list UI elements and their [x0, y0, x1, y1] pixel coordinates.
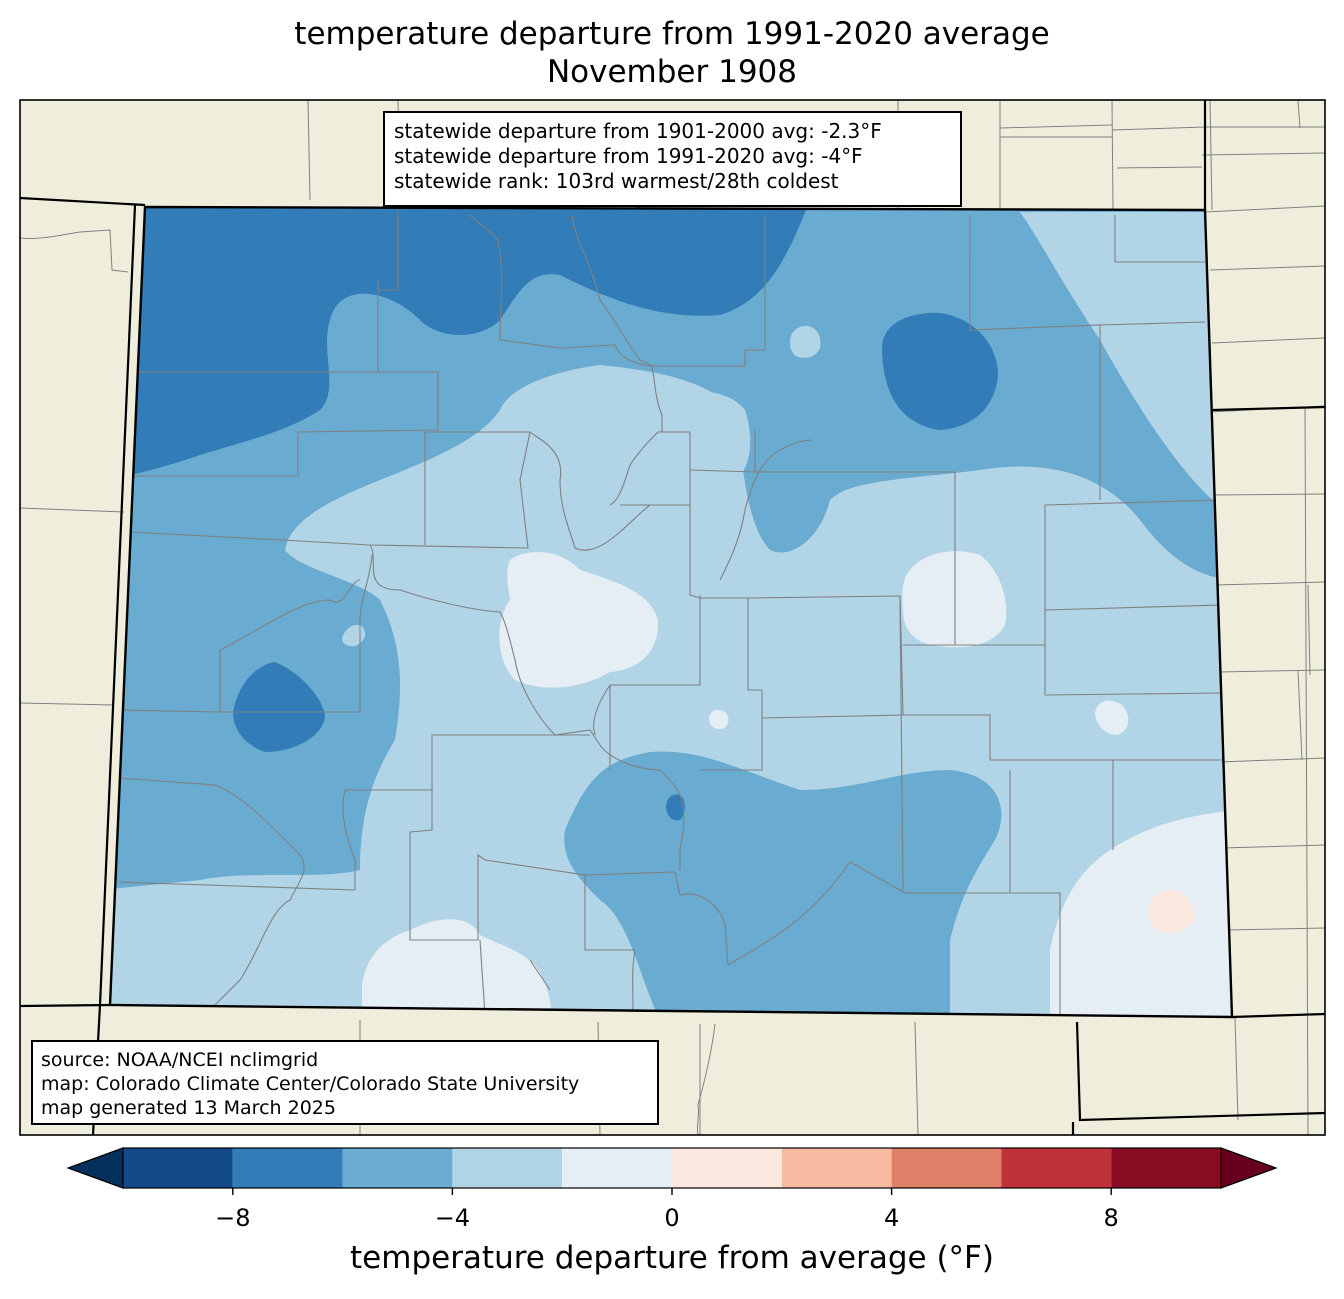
map-credit-line: map: Colorado Climate Center/Colorado St…	[41, 1073, 580, 1095]
source-line: source: NOAA/NCEI nclimgrid	[41, 1049, 319, 1071]
colorbar-bin-2	[342, 1148, 453, 1188]
colorbar-label: temperature departure from average (°F)	[350, 1240, 994, 1276]
generated-date-line: map generated 13 March 2025	[41, 1097, 336, 1119]
colorbar-tick-label: 4	[883, 1204, 900, 1232]
colorbar-bin-1	[232, 1148, 343, 1188]
colorbar-bin-9	[1111, 1148, 1221, 1188]
colorado-boundary	[108, 205, 1234, 1019]
statewide-stats-box: statewide departure from 1901-2000 avg: …	[383, 111, 962, 207]
colorbar-tick-label: 0	[664, 1204, 680, 1232]
colorbar-bin-5	[672, 1148, 782, 1188]
colorbar-bin-7	[891, 1148, 1002, 1188]
colorbar-bin-8	[1001, 1148, 1112, 1188]
map-subtitle: November 1908	[546, 54, 797, 90]
colorbar	[66, 1147, 1278, 1195]
map-title: temperature departure from 1991-2020 ave…	[294, 16, 1050, 52]
colorbar-bin-0	[123, 1148, 233, 1188]
colorbar-tick-label: −8	[215, 1204, 251, 1232]
colorbar-extend-high	[1220, 1147, 1278, 1189]
colorbar-tick-label: 8	[1103, 1204, 1119, 1232]
departure-field	[110, 207, 1232, 1017]
stats-rank: statewide rank: 103rd warmest/28th colde…	[394, 169, 839, 193]
colorbar-bin-3	[452, 1148, 563, 1188]
county-lines	[117, 210, 1228, 1017]
colorbar-bin-6	[781, 1148, 892, 1188]
colorbar-extend-low	[66, 1147, 124, 1189]
source-box: source: NOAA/NCEI nclimgrid map: Colorad…	[31, 1040, 659, 1125]
colorbar-bin-4	[562, 1148, 672, 1188]
stats-departure-1991-2020: statewide departure from 1991-2020 avg: …	[394, 144, 863, 168]
stats-departure-20th-century: statewide departure from 1901-2000 avg: …	[394, 119, 882, 143]
colorbar-tick-label: −4	[434, 1204, 471, 1232]
